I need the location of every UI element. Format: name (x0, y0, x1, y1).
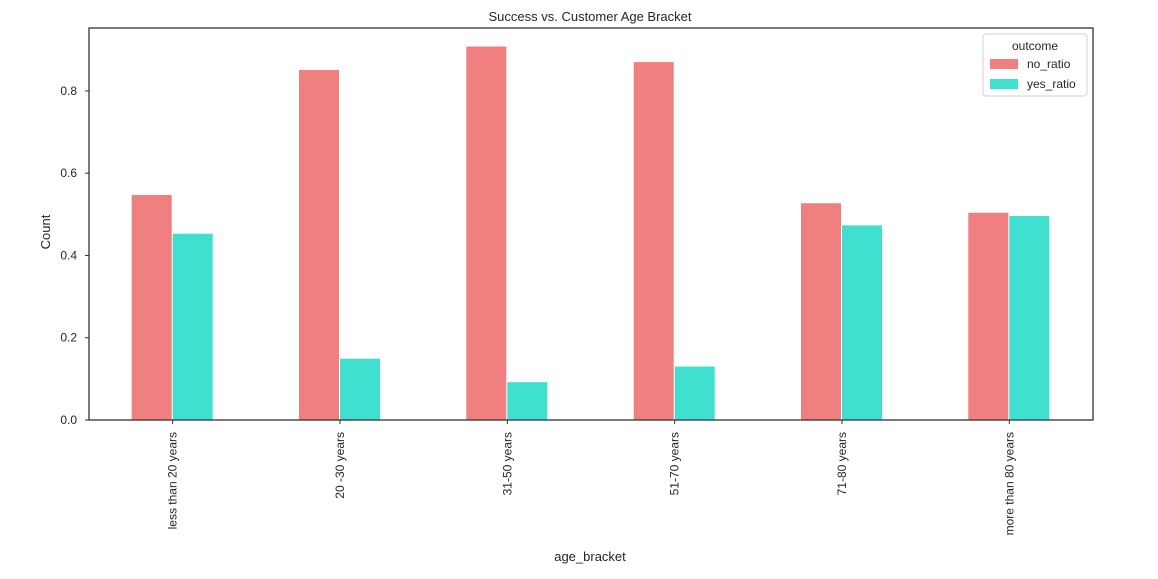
bar-yes-ratio-0 (172, 233, 213, 420)
x-tick-label: 71-80 years (835, 432, 849, 495)
bar-yes-ratio-4 (842, 225, 882, 420)
y-tick-label: 0.4 (60, 248, 77, 262)
x-tick-label: 51-70 years (668, 432, 682, 495)
bar-no-ratio-5 (968, 212, 1009, 420)
y-axis-label: Count (38, 214, 53, 249)
x-tick-label: 20 -30 years (333, 432, 347, 499)
y-tick-label: 0.8 (60, 84, 77, 98)
plot-frame (88, 27, 1094, 421)
bars-group (131, 46, 1050, 420)
x-axis-label: age_bracket (554, 549, 626, 564)
x-tick-label: less than 20 years (166, 432, 180, 529)
y-ticks-group: 0.0 0.2 0.4 0.6 0.8 (60, 84, 89, 427)
bar-yes-ratio-3 (674, 366, 715, 420)
legend-label-no-ratio: no_ratio (1027, 57, 1071, 71)
x-tick-label: more than 80 years (1002, 432, 1016, 535)
x-ticks-group: less than 20 years 20 -30 years 31-50 year… (166, 420, 1016, 535)
x-tick-label: 31-50 years (500, 432, 514, 495)
bar-no-ratio-2 (466, 46, 507, 420)
bar-yes-ratio-1 (340, 358, 380, 420)
legend: outcome no_ratio yes_ratio (982, 33, 1088, 97)
y-tick-label: 0.0 (60, 413, 77, 427)
bar-no-ratio-1 (299, 70, 339, 420)
bar-no-ratio-0 (131, 195, 172, 420)
bar-no-ratio-4 (801, 203, 841, 420)
legend-swatch-yes-ratio (990, 79, 1018, 89)
chart-title: Success vs. Customer Age Bracket (488, 9, 691, 24)
bar-no-ratio-3 (633, 62, 674, 420)
y-tick-label: 0.6 (60, 166, 77, 180)
legend-swatch-no-ratio (990, 59, 1018, 69)
legend-title: outcome (1012, 39, 1058, 53)
bar-yes-ratio-5 (1009, 216, 1050, 420)
bar-yes-ratio-2 (507, 382, 548, 420)
y-tick-label: 0.2 (60, 331, 77, 345)
legend-label-yes-ratio: yes_ratio (1027, 77, 1076, 91)
